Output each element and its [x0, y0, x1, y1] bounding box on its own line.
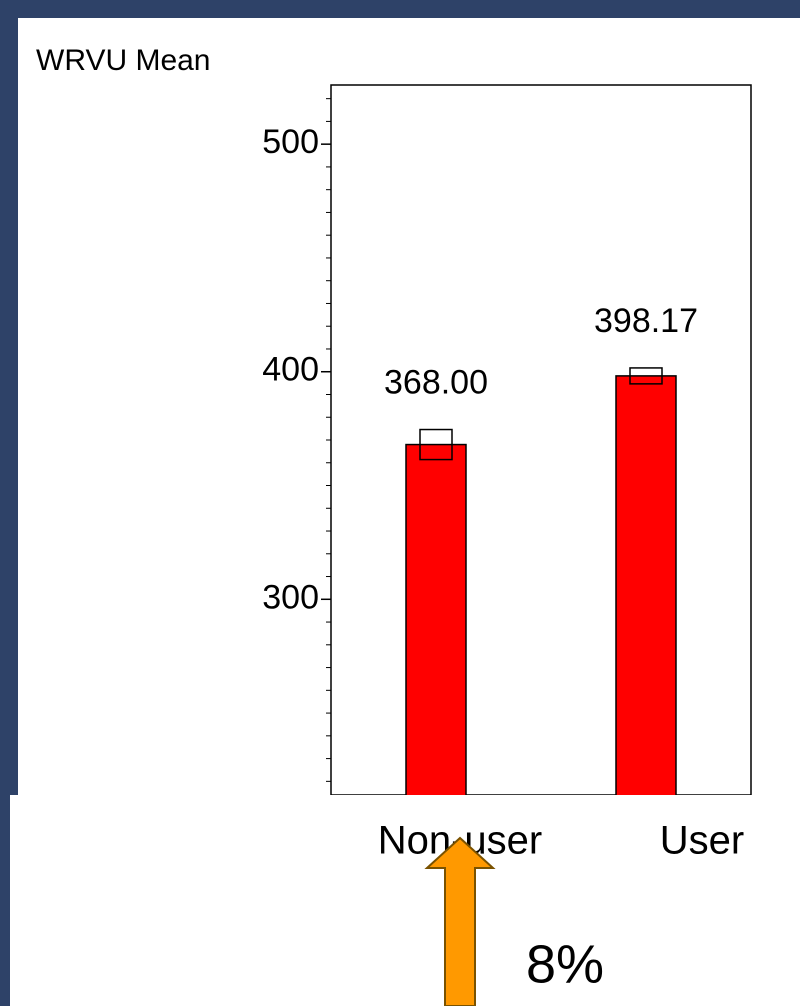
plot: 368.00 398.17	[321, 84, 752, 846]
y-tick-label: 300	[262, 578, 319, 616]
value-label: 368.00	[384, 364, 488, 402]
bar	[615, 375, 677, 846]
arrow	[424, 836, 496, 1006]
value-label: 398.17	[594, 302, 698, 340]
y-tick-label: 500	[262, 123, 319, 161]
labels: 300400500Non-userUser	[262, 123, 744, 862]
error-box	[629, 367, 663, 385]
cover-panel	[10, 795, 800, 1006]
y-tick-label: 400	[262, 351, 319, 389]
x-tick-label: User	[660, 819, 744, 863]
axis-title: WRVU Mean	[36, 44, 211, 77]
error-box	[419, 428, 453, 461]
bar	[405, 443, 467, 846]
annotation: 8%	[526, 934, 604, 994]
